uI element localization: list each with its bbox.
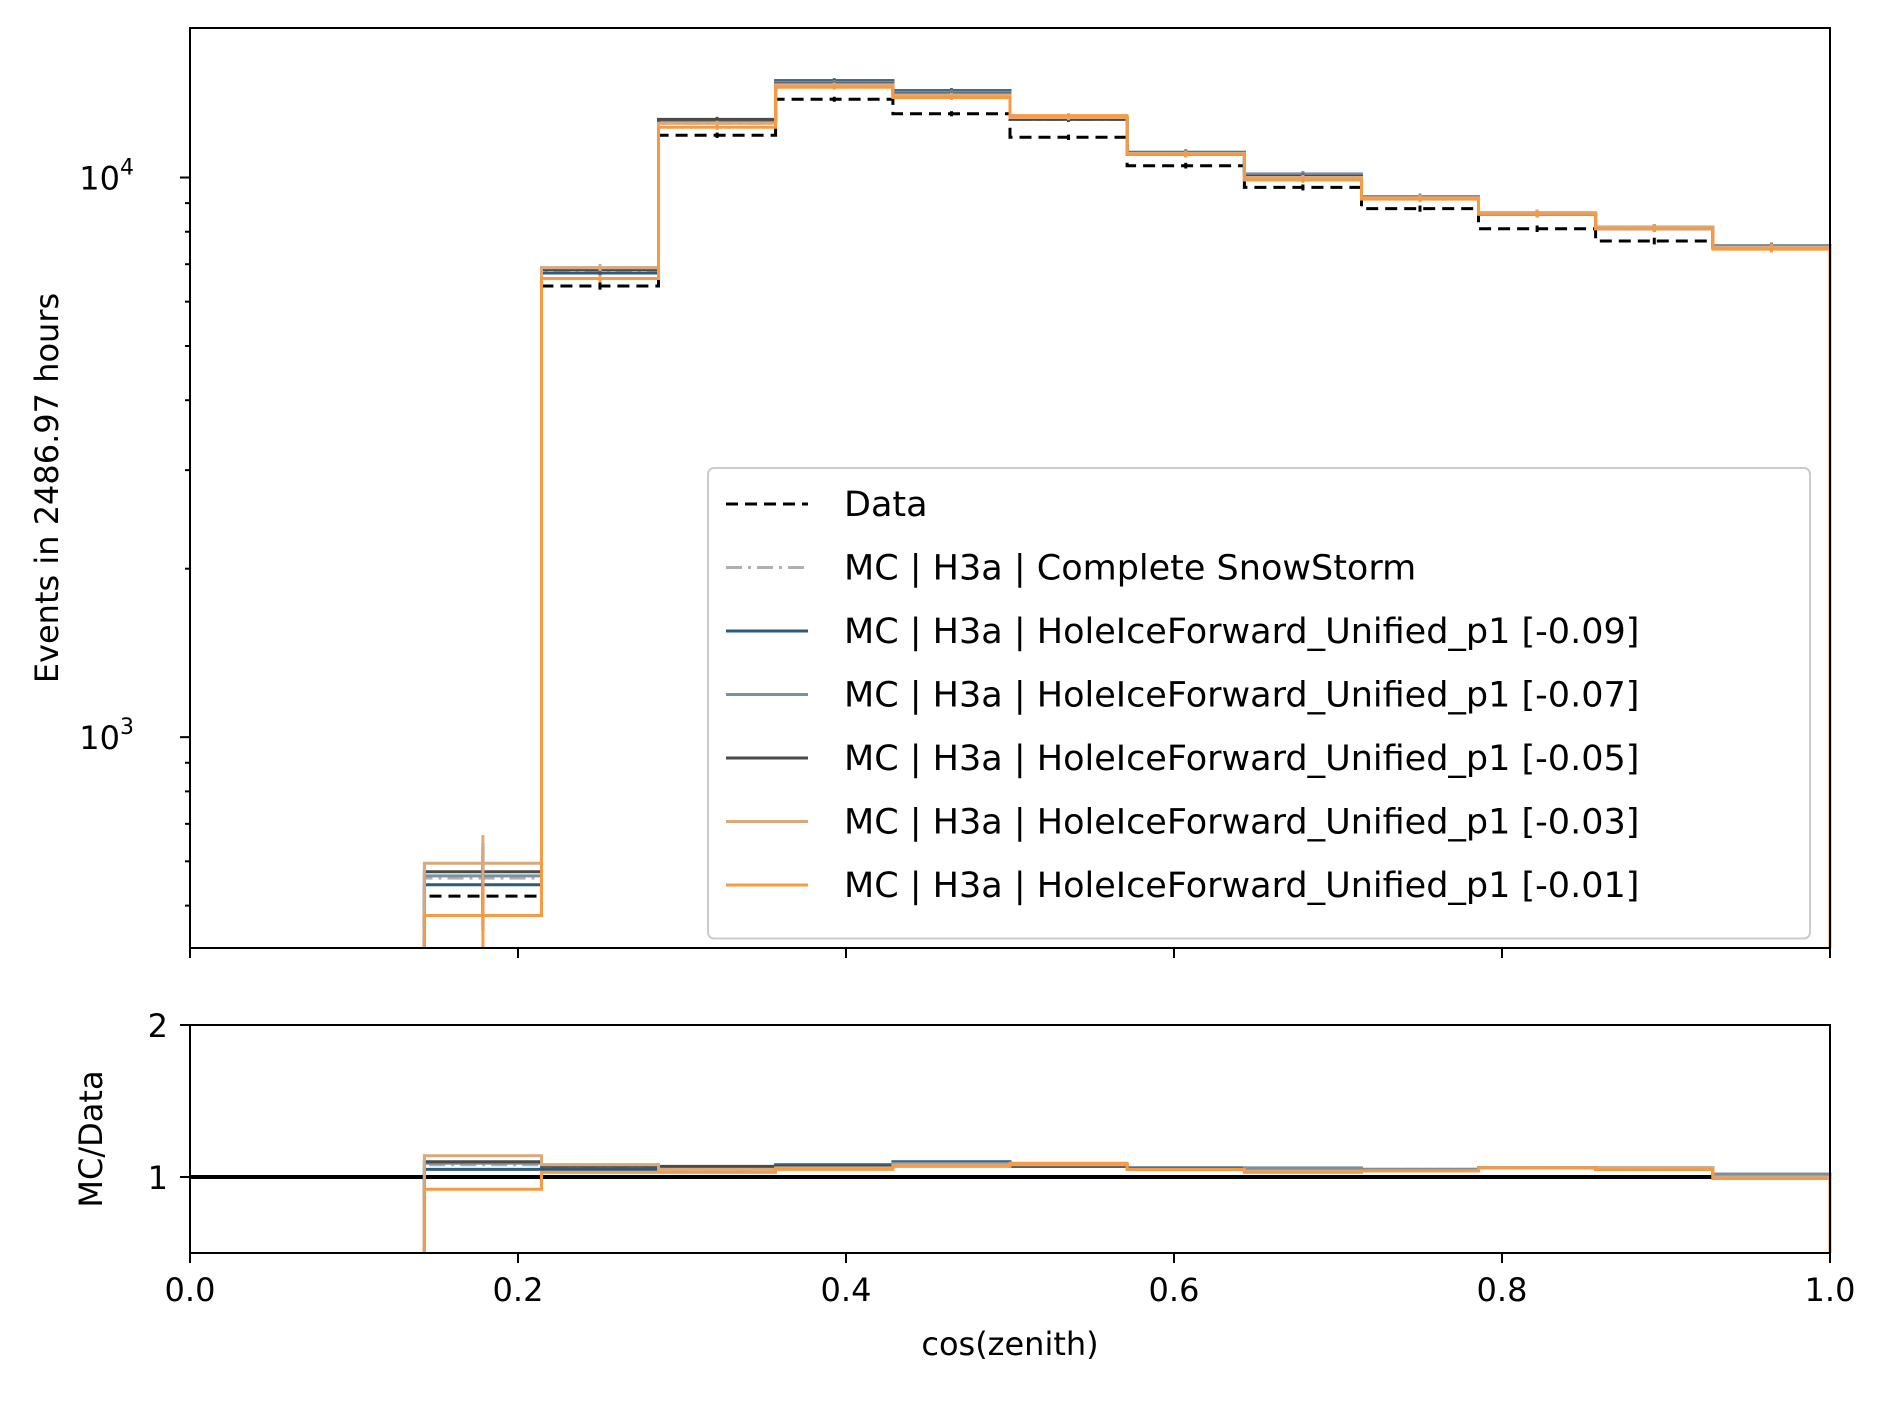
ratio-y-ticks: 12: [148, 1007, 190, 1197]
main-plot-frame: [189, 27, 1831, 949]
x-tick-label: 0.0: [165, 1271, 216, 1309]
legend-label-4: MC | H3a | HoleIceForward_Unified_p1 [-0…: [844, 739, 1639, 779]
ratio-y-tick-label: 2: [148, 1007, 168, 1045]
main-y-ticks: 103 104: [79, 156, 190, 907]
x-tick-label: 0.6: [1149, 1271, 1200, 1309]
legend-label-3: MC | H3a | HoleIceForward_Unified_p1 [-0…: [844, 676, 1639, 716]
legend: Data MC | H3a | Complete SnowStorm MC | H3…: [707, 467, 1811, 940]
ratio-y-tick-label: 1: [148, 1159, 168, 1197]
legend-box: [707, 467, 1811, 940]
x-tick-label: 0.2: [493, 1271, 544, 1309]
legend-label-5: MC | H3a | HoleIceForward_Unified_p1 [-0…: [844, 803, 1639, 843]
legend-entries: Data MC | H3a | Complete SnowStorm MC | H3…: [726, 485, 1639, 906]
main-y-tick-label: 103: [79, 715, 134, 757]
main-x-tick-marks: [189, 948, 1831, 958]
x-tick-label: 0.8: [1477, 1271, 1528, 1309]
legend-label-0: Data: [844, 485, 928, 525]
x-tick-label: 0.4: [821, 1271, 872, 1309]
main-series-group: [422, 78, 1832, 948]
ratio-plot-frame: [189, 1024, 1831, 1254]
x-tick-label: 1.0: [1805, 1271, 1856, 1309]
legend-label-2: MC | H3a | HoleIceForward_Unified_p1 [-0…: [844, 612, 1639, 652]
ratio-series-group: [190, 1154, 1832, 1253]
ratio-plot-panel: 12 0.0 0.2 0.4 0.6 0.8 1.0 MC/Data cos(zenith…: [72, 1007, 1855, 1363]
ratio-series-line-6: [422, 1161, 1832, 1253]
legend-label-6: MC | H3a | HoleIceForward_Unified_p1 [-0…: [844, 866, 1639, 906]
x-axis-label: cos(zenith): [921, 1325, 1098, 1363]
main-plot-panel: 103 104 Events in 2486.97 hours: [28, 27, 1832, 958]
main-series-line-6: [422, 85, 1832, 948]
legend-label-1: MC | H3a | Complete SnowStorm: [844, 549, 1416, 589]
ratio-x-ticks: 0.0 0.2 0.4 0.6 0.8 1.0: [165, 1253, 1856, 1309]
ratio-y-axis-label: MC/Data: [72, 1070, 110, 1207]
main-y-axis-label: Events in 2486.97 hours: [28, 293, 66, 683]
main-y-tick-label: 104: [79, 156, 134, 198]
